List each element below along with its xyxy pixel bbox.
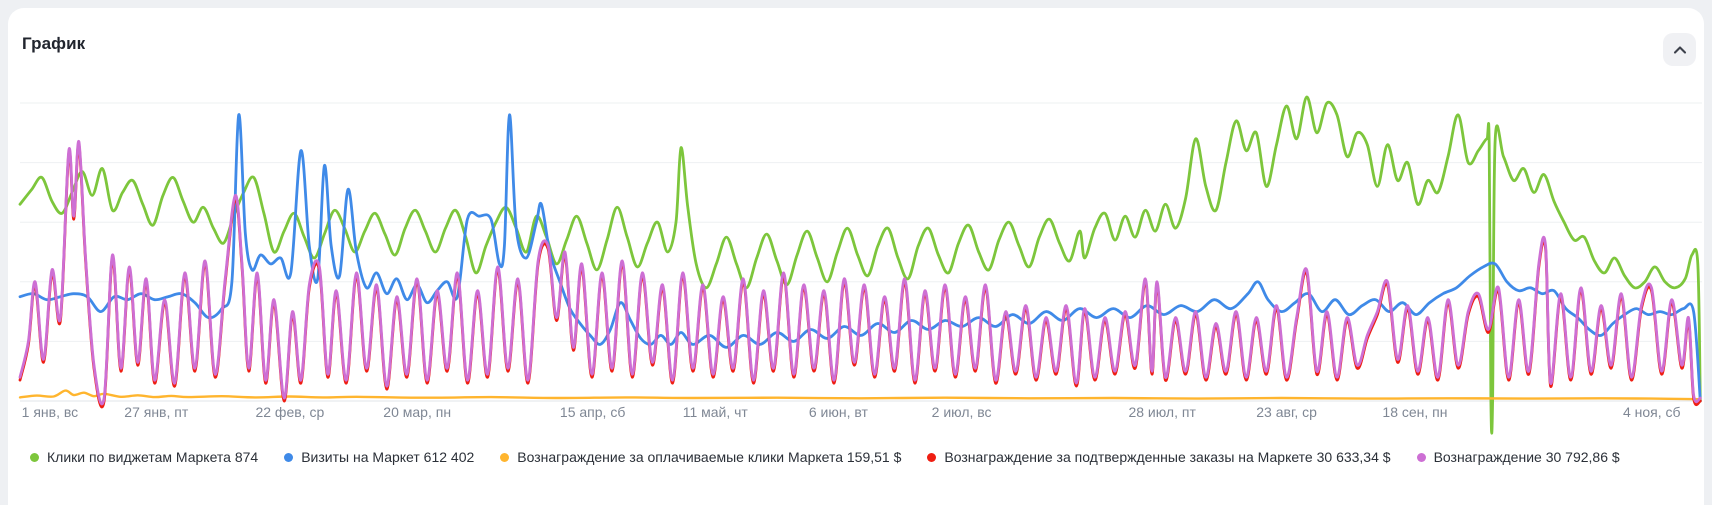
collapse-button[interactable] <box>1663 33 1696 66</box>
series-line-paid_clicks <box>18 389 1702 401</box>
x-axis-label: 27 янв, пт <box>124 404 189 420</box>
series-line-clicks <box>18 95 1702 435</box>
legend-label: Вознаграждение 30 792,86 $ <box>1433 449 1620 465</box>
legend-dot-visits <box>284 452 294 462</box>
legend-item-confirmed_orders[interactable]: Вознаграждение за подтвержденные заказы … <box>927 449 1391 465</box>
legend-item-reward[interactable]: Вознаграждение 30 792,86 $ <box>1416 449 1620 465</box>
legend-label: Вознаграждение за оплачиваемые клики Мар… <box>517 449 902 465</box>
legend-label: Визиты на Маркет 612 402 <box>301 449 475 465</box>
x-axis-label: 4 ноя, сб <box>1622 404 1681 420</box>
x-axis-label: 15 апр, сб <box>559 404 626 420</box>
x-axis-label: 6 июн, вт <box>808 404 868 420</box>
card-title: График <box>22 34 86 53</box>
series-line-reward <box>18 140 1702 406</box>
legend-dot-reward <box>1416 452 1426 462</box>
x-axis-label: 22 фев, ср <box>255 404 325 420</box>
x-axis-label: 28 июл, пт <box>1128 404 1196 420</box>
x-axis-label: 2 июл, вс <box>931 404 992 420</box>
x-axis-label: 20 мар, пн <box>383 404 452 420</box>
x-axis-label: 11 май, чт <box>682 404 748 420</box>
chart-svg[interactable] <box>8 8 1704 505</box>
legend: Клики по виджетам Маркета 874 Визиты на М… <box>30 449 1620 465</box>
legend-item-paid_clicks[interactable]: Вознаграждение за оплачиваемые клики Мар… <box>500 449 901 465</box>
legend-dot-confirmed_orders <box>927 452 937 462</box>
series-line-visits <box>18 113 1702 403</box>
chart-card: График 1 янв, вс 27 янв, пт 22 фев, ср 20 м… <box>8 8 1704 505</box>
x-axis-label: 18 сен, пн <box>1382 404 1448 420</box>
chevron-up-icon <box>1673 45 1686 54</box>
legend-dot-clicks <box>30 452 39 462</box>
legend-item-visits[interactable]: Визиты на Маркет 612 402 <box>284 449 474 465</box>
x-axis-label: 23 авг, ср <box>1256 404 1317 420</box>
legend-label: Вознаграждение за подтвержденные заказы … <box>944 449 1391 465</box>
legend-item-clicks[interactable]: Клики по виджетам Маркета 874 <box>30 449 258 465</box>
legend-dot-paid_clicks <box>500 452 510 462</box>
x-axis: 1 янв, вс 27 янв, пт 22 фев, ср 20 мар, пн 1… <box>8 404 1704 424</box>
series-line-confirmed_orders <box>18 143 1702 409</box>
x-axis-label: 1 янв, вс <box>21 404 79 420</box>
legend-label: Клики по виджетам Маркета 874 <box>47 449 259 465</box>
